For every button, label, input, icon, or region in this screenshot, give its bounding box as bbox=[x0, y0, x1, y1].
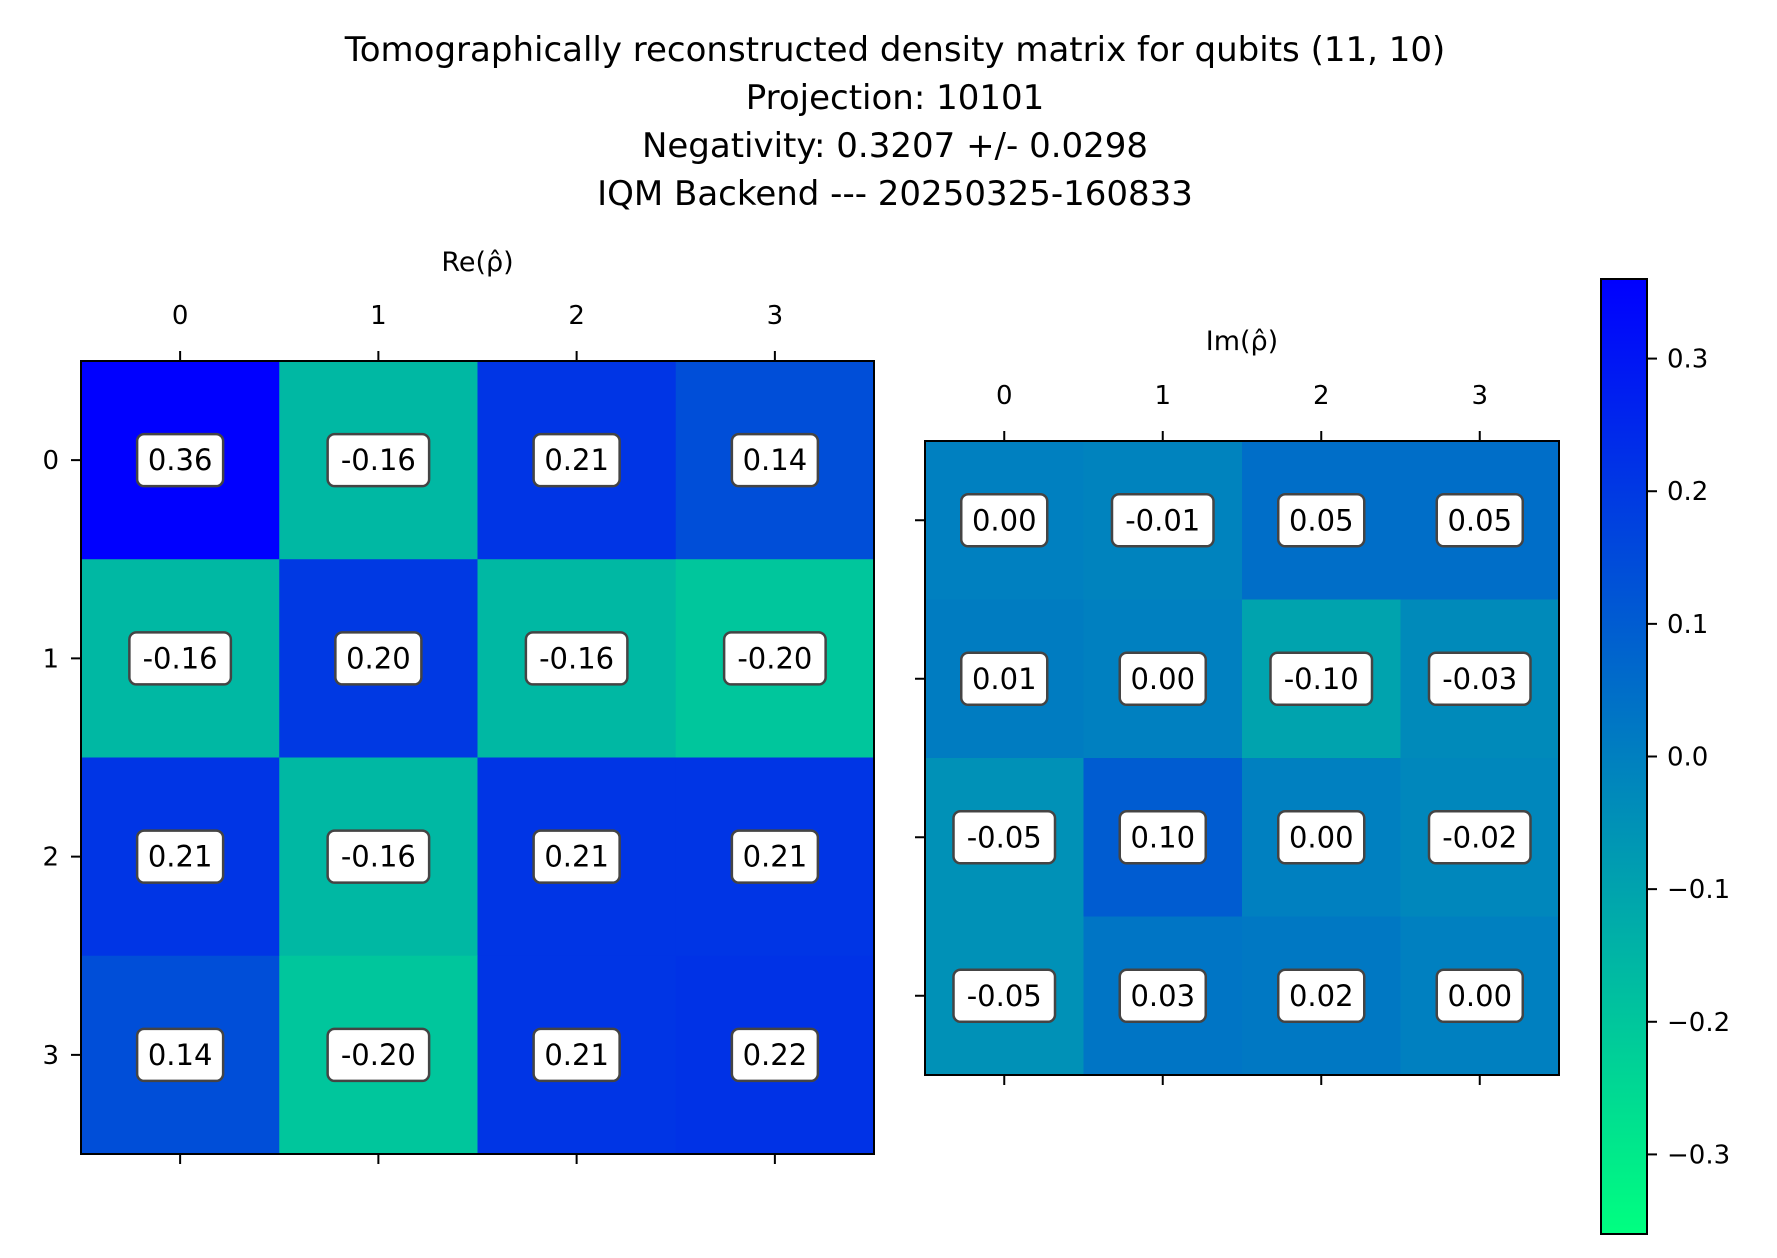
colorbar-tick-label-3: 0.0 bbox=[1667, 743, 1708, 773]
title-line-2: Projection: 10101 bbox=[745, 78, 1045, 118]
colorbar-tick-label-6: −0.3 bbox=[1667, 1140, 1730, 1170]
im-label-box-1-2 bbox=[1269, 651, 1374, 706]
re-label-box-1-3 bbox=[722, 631, 827, 686]
im-label-box-0-3 bbox=[1435, 493, 1524, 548]
re-label-0-0: 0.36 bbox=[148, 443, 213, 477]
im-frame bbox=[924, 440, 1560, 1076]
im-label-2-3: -0.02 bbox=[1442, 820, 1517, 854]
re-label-1-2: -0.16 bbox=[539, 641, 614, 675]
re-label-box-1-2 bbox=[524, 631, 629, 686]
im-label-box-0-1 bbox=[1110, 493, 1215, 548]
im-label-2-2: 0.00 bbox=[1289, 820, 1354, 854]
re-label-2-2: 0.21 bbox=[544, 840, 609, 874]
im-label-2-1: 0.10 bbox=[1130, 820, 1195, 854]
re-label-3-2: 0.21 bbox=[544, 1038, 609, 1072]
im-label-box-3-3 bbox=[1435, 968, 1524, 1023]
colorbar: 0.3 0.2 0.1 0.0 −0.1 −0.2 −0.3 bbox=[1600, 278, 1730, 1235]
im-label-box-2-0 bbox=[952, 810, 1057, 865]
re-x-tick-label-3: 3 bbox=[767, 301, 784, 331]
re-label-box-0-1 bbox=[326, 432, 431, 488]
title-line-4: IQM Backend --- 20250325-160833 bbox=[597, 174, 1193, 214]
colorbar-tick-label-2: 0.1 bbox=[1667, 610, 1708, 640]
im-label-3-2: 0.02 bbox=[1289, 979, 1354, 1013]
im-panel-title: Im(ρ̂) bbox=[1206, 326, 1278, 357]
re-label-box-2-0 bbox=[135, 829, 225, 884]
re-x-tick-label-2: 2 bbox=[568, 301, 585, 331]
re-y-tick-label-0: 0 bbox=[42, 446, 59, 476]
im-label-box-2-3 bbox=[1427, 810, 1532, 865]
re-label-3-3: 0.22 bbox=[743, 1038, 808, 1072]
re-label-0-1: -0.16 bbox=[341, 443, 416, 477]
im-label-1-2: -0.10 bbox=[1284, 662, 1359, 696]
im-label-1-3: -0.03 bbox=[1442, 662, 1517, 696]
im-label-0-2: 0.05 bbox=[1289, 503, 1354, 537]
re-label-2-1: -0.16 bbox=[341, 840, 416, 874]
re-y-tick-label-1: 1 bbox=[42, 644, 59, 674]
re-label-box-0-3 bbox=[730, 432, 820, 488]
im-label-box-3-1 bbox=[1118, 968, 1207, 1023]
im-label-3-3: 0.00 bbox=[1447, 979, 1512, 1013]
title-line-3: Negativity: 0.3207 +/- 0.0298 bbox=[641, 126, 1149, 166]
re-label-box-0-0 bbox=[135, 432, 225, 488]
re-label-0-2: 0.21 bbox=[544, 443, 609, 477]
im-label-0-3: 0.05 bbox=[1447, 503, 1512, 537]
im-label-box-1-1 bbox=[1118, 651, 1207, 706]
re-label-box-1-1 bbox=[334, 631, 423, 686]
im-x-tick-label-3: 3 bbox=[1471, 381, 1488, 411]
figure-title: Tomographically reconstructed density ma… bbox=[0, 26, 1777, 218]
im-label-0-1: -0.01 bbox=[1125, 503, 1200, 537]
im-label-3-1: 0.03 bbox=[1130, 979, 1195, 1013]
im-label-2-0: -0.05 bbox=[967, 820, 1042, 854]
re-x-tick-label-0: 0 bbox=[172, 301, 189, 331]
im-x-tick-label-1: 1 bbox=[1154, 381, 1171, 411]
re-y-tick-label-3: 3 bbox=[42, 1041, 59, 1071]
im-label-1-1: 0.00 bbox=[1130, 662, 1195, 696]
im-label-3-0: -0.05 bbox=[967, 979, 1042, 1013]
re-label-box-3-0 bbox=[135, 1027, 225, 1083]
re-x-tick-label-1: 1 bbox=[370, 301, 387, 331]
re-frame bbox=[80, 360, 875, 1155]
im-label-box-1-0 bbox=[960, 651, 1049, 706]
re-label-2-3: 0.21 bbox=[743, 840, 808, 874]
re-label-box-3-3 bbox=[730, 1027, 820, 1083]
im-label-1-0: 0.01 bbox=[972, 662, 1037, 696]
im-x-tick-label-0: 0 bbox=[996, 381, 1013, 411]
im-label-box-2-2 bbox=[1277, 810, 1366, 865]
re-panel-title: Re(ρ̂) bbox=[441, 247, 513, 278]
im-label-box-2-1 bbox=[1118, 810, 1207, 865]
re-label-box-2-1 bbox=[326, 829, 431, 884]
im-label-box-0-0 bbox=[960, 493, 1049, 548]
re-label-1-1: 0.20 bbox=[346, 641, 411, 675]
colorbar-gradient bbox=[1601, 279, 1647, 1234]
title-line-1: Tomographically reconstructed density ma… bbox=[344, 30, 1446, 70]
im-label-box-3-2 bbox=[1277, 968, 1366, 1023]
colorbar-tick-label-4: −0.1 bbox=[1667, 875, 1730, 905]
re-label-box-0-2 bbox=[532, 432, 621, 488]
re-label-1-3: -0.20 bbox=[737, 641, 812, 675]
re-y-tick-label-2: 2 bbox=[42, 843, 59, 873]
imaginary-part-heatmap: 0 1 2 3 Im(ρ̂) 0.00 -0.01 0.05 0.05 0.01 0.00 -0.10… bbox=[915, 326, 1560, 1085]
re-label-3-1: -0.20 bbox=[341, 1038, 416, 1072]
re-label-box-1-0 bbox=[128, 631, 233, 686]
re-label-3-0: 0.14 bbox=[148, 1038, 213, 1072]
colorbar-tick-label-1: 0.2 bbox=[1667, 477, 1708, 507]
re-label-box-2-3 bbox=[730, 829, 820, 884]
re-label-1-0: -0.16 bbox=[143, 641, 218, 675]
colorbar-tick-label-5: −0.2 bbox=[1667, 1008, 1730, 1038]
im-label-box-1-3 bbox=[1427, 651, 1532, 706]
re-label-2-0: 0.21 bbox=[148, 840, 213, 874]
im-label-0-0: 0.00 bbox=[972, 503, 1037, 537]
im-x-tick-label-2: 2 bbox=[1313, 381, 1330, 411]
real-part-heatmap: 0 1 2 3 0 1 2 3 Re(ρ̂) 0.36 -0.16 0.21 0.14 -0.16 0.20… bbox=[42, 247, 875, 1164]
re-label-0-3: 0.14 bbox=[743, 443, 808, 477]
re-label-box-2-2 bbox=[532, 829, 621, 884]
re-label-box-3-2 bbox=[532, 1027, 621, 1083]
re-label-box-3-1 bbox=[326, 1027, 431, 1083]
im-label-box-0-2 bbox=[1277, 493, 1366, 548]
colorbar-tick-label-0: 0.3 bbox=[1667, 345, 1708, 375]
im-label-box-3-0 bbox=[952, 968, 1057, 1023]
